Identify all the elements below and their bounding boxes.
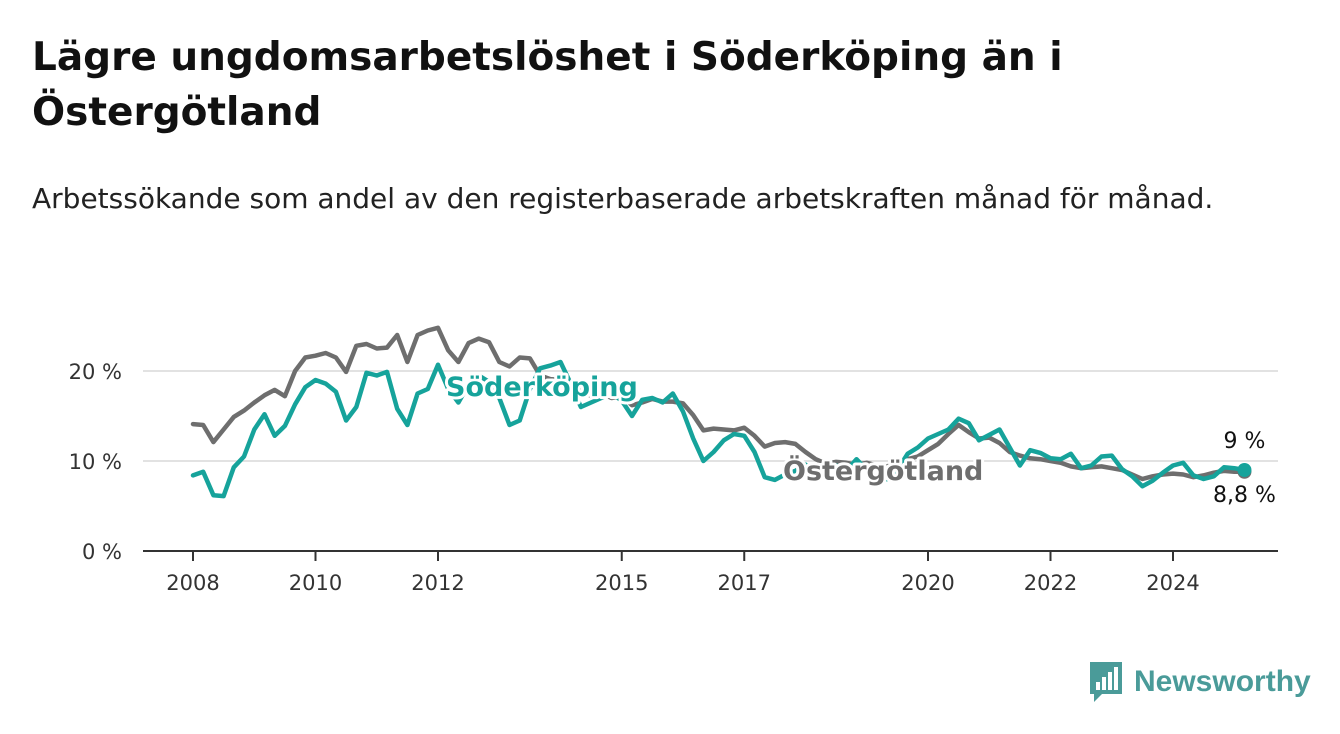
x-tick-label: 2015 [595, 571, 648, 595]
x-tick-label: 2020 [901, 571, 954, 595]
brand-name: Newsworthy [1134, 665, 1311, 698]
series-name-label-1: Söderköping [446, 372, 638, 403]
series-name-label-0: Östergötland [783, 454, 983, 487]
series-labels: Östergötland 8,8 % Söderköping 9 % [443, 369, 1278, 510]
y-axis-ticks: 0 % 10 % 20 % [69, 360, 122, 564]
line-chart: 0 % 10 % 20 % 2008 2010 2012 2015 2017 2020 2022… [69, 325, 1278, 595]
x-tick-label: 2012 [411, 571, 464, 595]
series-line-1 [190, 359, 1247, 499]
series-end-point-1 [1237, 463, 1252, 477]
series-line-0 [190, 325, 1247, 482]
y-tick-label: 0 % [82, 540, 122, 564]
bar-chart-logo-icon [1090, 662, 1122, 702]
x-tick-label: 2008 [166, 571, 219, 595]
brand-logo: Newsworthy [1088, 660, 1311, 704]
y-tick-label: 20 % [69, 360, 122, 384]
y-tick-label: 10 % [69, 450, 122, 474]
series-end-label-1: 9 % [1224, 429, 1266, 454]
chart-subtitle: Arbetssökande som andel av den registerb… [32, 182, 1214, 215]
series-end-label-0: 8,8 % [1213, 483, 1276, 508]
x-tick-label: 2017 [718, 571, 771, 595]
grid-lines [143, 370, 1278, 552]
x-tick-label: 2010 [289, 571, 342, 595]
series-lines [190, 325, 1252, 499]
x-tick-label: 2024 [1146, 571, 1199, 595]
x-tick-label: 2022 [1024, 571, 1077, 595]
x-axis-ticks: 2008 2010 2012 2015 2017 2020 2022 2024 [166, 551, 1200, 595]
chart-title: Lägre ungdomsarbetslöshet i Söderköping … [32, 35, 1063, 135]
